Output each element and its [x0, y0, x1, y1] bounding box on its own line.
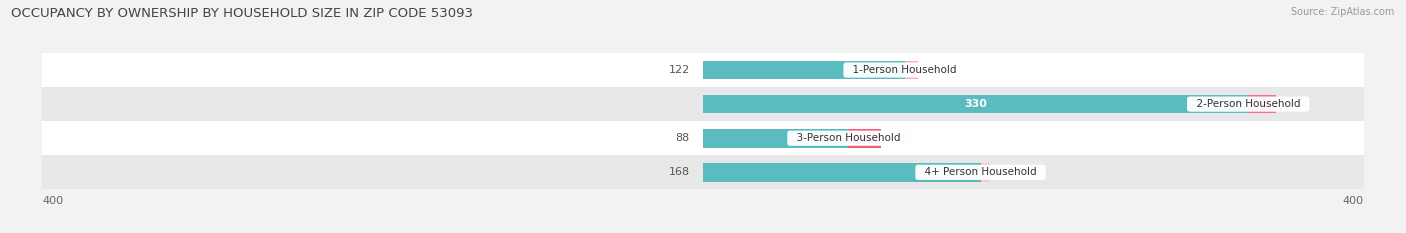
- Text: 400: 400: [1343, 196, 1364, 206]
- Bar: [703, 163, 980, 182]
- Text: Source: ZipAtlas.com: Source: ZipAtlas.com: [1291, 7, 1395, 17]
- Text: 17: 17: [1289, 99, 1303, 109]
- Text: 6: 6: [1004, 167, 1011, 177]
- Bar: [980, 163, 990, 182]
- Text: OCCUPANCY BY OWNERSHIP BY HOUSEHOLD SIZE IN ZIP CODE 53093: OCCUPANCY BY OWNERSHIP BY HOUSEHOLD SIZE…: [11, 7, 474, 20]
- Text: 168: 168: [669, 167, 690, 177]
- Text: 4+ Person Household: 4+ Person Household: [918, 167, 1043, 177]
- Bar: [703, 129, 848, 147]
- Text: 88: 88: [675, 133, 690, 143]
- Bar: [42, 155, 1364, 189]
- Bar: [42, 87, 1364, 121]
- Bar: [42, 53, 1364, 87]
- Bar: [703, 61, 904, 79]
- Text: 122: 122: [668, 65, 690, 75]
- Bar: [904, 61, 918, 79]
- Text: 20: 20: [894, 133, 908, 143]
- Text: 330: 330: [965, 99, 987, 109]
- Bar: [848, 129, 882, 147]
- Text: 1-Person Household: 1-Person Household: [846, 65, 963, 75]
- Bar: [42, 121, 1364, 155]
- Text: 3-Person Household: 3-Person Household: [790, 133, 907, 143]
- Bar: [1249, 95, 1277, 113]
- Text: 400: 400: [42, 196, 63, 206]
- Text: 2-Person Household: 2-Person Household: [1189, 99, 1306, 109]
- Bar: [703, 95, 1249, 113]
- Text: 8: 8: [931, 65, 938, 75]
